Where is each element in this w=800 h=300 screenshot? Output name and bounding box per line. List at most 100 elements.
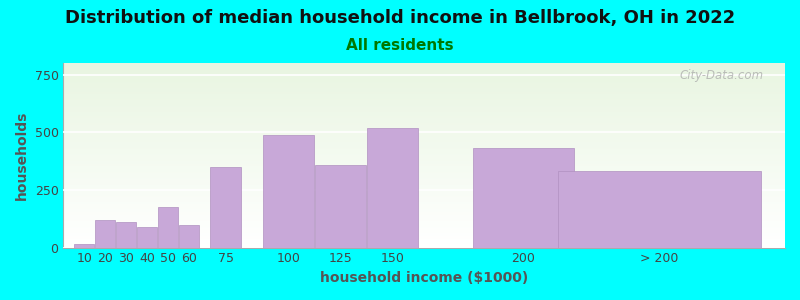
Bar: [63, 224, 785, 225]
Bar: [63, 185, 785, 186]
Bar: [63, 214, 785, 215]
Bar: [63, 242, 785, 243]
Bar: [63, 192, 785, 193]
Bar: [63, 222, 785, 223]
Bar: [63, 243, 785, 244]
Bar: [63, 83, 785, 84]
Bar: [63, 217, 785, 218]
Bar: [63, 72, 785, 73]
Text: All residents: All residents: [346, 38, 454, 52]
Bar: [63, 80, 785, 82]
Bar: [63, 122, 785, 123]
Bar: [63, 113, 785, 114]
Bar: [63, 78, 785, 79]
Bar: [63, 240, 785, 241]
Bar: [63, 121, 785, 122]
Bar: [63, 232, 785, 233]
Bar: [63, 170, 785, 171]
Bar: [74, 244, 94, 248]
Bar: [63, 65, 785, 66]
Bar: [63, 95, 785, 96]
Bar: [63, 132, 785, 133]
Bar: [63, 239, 785, 240]
Bar: [63, 142, 785, 143]
Bar: [63, 128, 785, 130]
Bar: [63, 91, 785, 92]
Bar: [63, 98, 785, 99]
Bar: [63, 193, 785, 194]
Bar: [158, 207, 178, 248]
Bar: [63, 146, 785, 147]
Bar: [63, 196, 785, 197]
Bar: [63, 202, 785, 203]
Bar: [63, 244, 785, 245]
Bar: [63, 82, 785, 83]
Bar: [63, 131, 785, 132]
Bar: [63, 245, 785, 246]
Bar: [63, 165, 785, 166]
Bar: [63, 234, 785, 235]
Text: City-Data.com: City-Data.com: [679, 68, 763, 82]
Bar: [63, 164, 785, 165]
Bar: [63, 180, 785, 181]
Bar: [63, 178, 785, 179]
Bar: [63, 118, 785, 119]
Bar: [63, 136, 785, 137]
Bar: [63, 173, 785, 174]
Bar: [63, 138, 785, 139]
Bar: [63, 137, 785, 138]
Bar: [95, 220, 115, 248]
Bar: [63, 114, 785, 115]
Bar: [63, 82, 785, 83]
Bar: [116, 222, 136, 248]
Bar: [63, 223, 785, 224]
Bar: [63, 206, 785, 207]
Bar: [63, 68, 785, 70]
Bar: [63, 89, 785, 90]
Bar: [63, 109, 785, 110]
Bar: [63, 111, 785, 112]
Bar: [137, 227, 158, 248]
Bar: [63, 130, 785, 131]
Bar: [63, 71, 785, 72]
X-axis label: household income ($1000): household income ($1000): [320, 271, 528, 285]
Bar: [63, 124, 785, 125]
Bar: [63, 187, 785, 188]
Bar: [63, 141, 785, 142]
Bar: [63, 172, 785, 173]
Bar: [63, 220, 785, 221]
Bar: [63, 247, 785, 248]
Bar: [63, 177, 785, 178]
Bar: [63, 221, 785, 222]
Bar: [63, 123, 785, 124]
Bar: [63, 229, 785, 230]
Bar: [63, 205, 785, 206]
Bar: [63, 104, 785, 106]
Bar: [63, 181, 785, 182]
Bar: [63, 151, 785, 152]
Bar: [63, 197, 785, 198]
Bar: [63, 133, 785, 134]
Bar: [63, 116, 785, 118]
Bar: [558, 171, 761, 248]
Bar: [63, 97, 785, 98]
Bar: [63, 152, 785, 153]
Bar: [63, 160, 785, 161]
Bar: [63, 188, 785, 189]
Bar: [63, 175, 785, 176]
Bar: [63, 184, 785, 185]
Bar: [63, 92, 785, 94]
Bar: [63, 171, 785, 172]
Bar: [63, 63, 785, 64]
Bar: [63, 100, 785, 101]
Bar: [63, 101, 785, 102]
Bar: [63, 153, 785, 154]
Bar: [263, 134, 314, 248]
Bar: [63, 208, 785, 209]
Bar: [63, 169, 785, 170]
Bar: [63, 219, 785, 220]
Bar: [63, 159, 785, 160]
Bar: [63, 238, 785, 239]
Bar: [63, 79, 785, 80]
Bar: [178, 224, 199, 248]
